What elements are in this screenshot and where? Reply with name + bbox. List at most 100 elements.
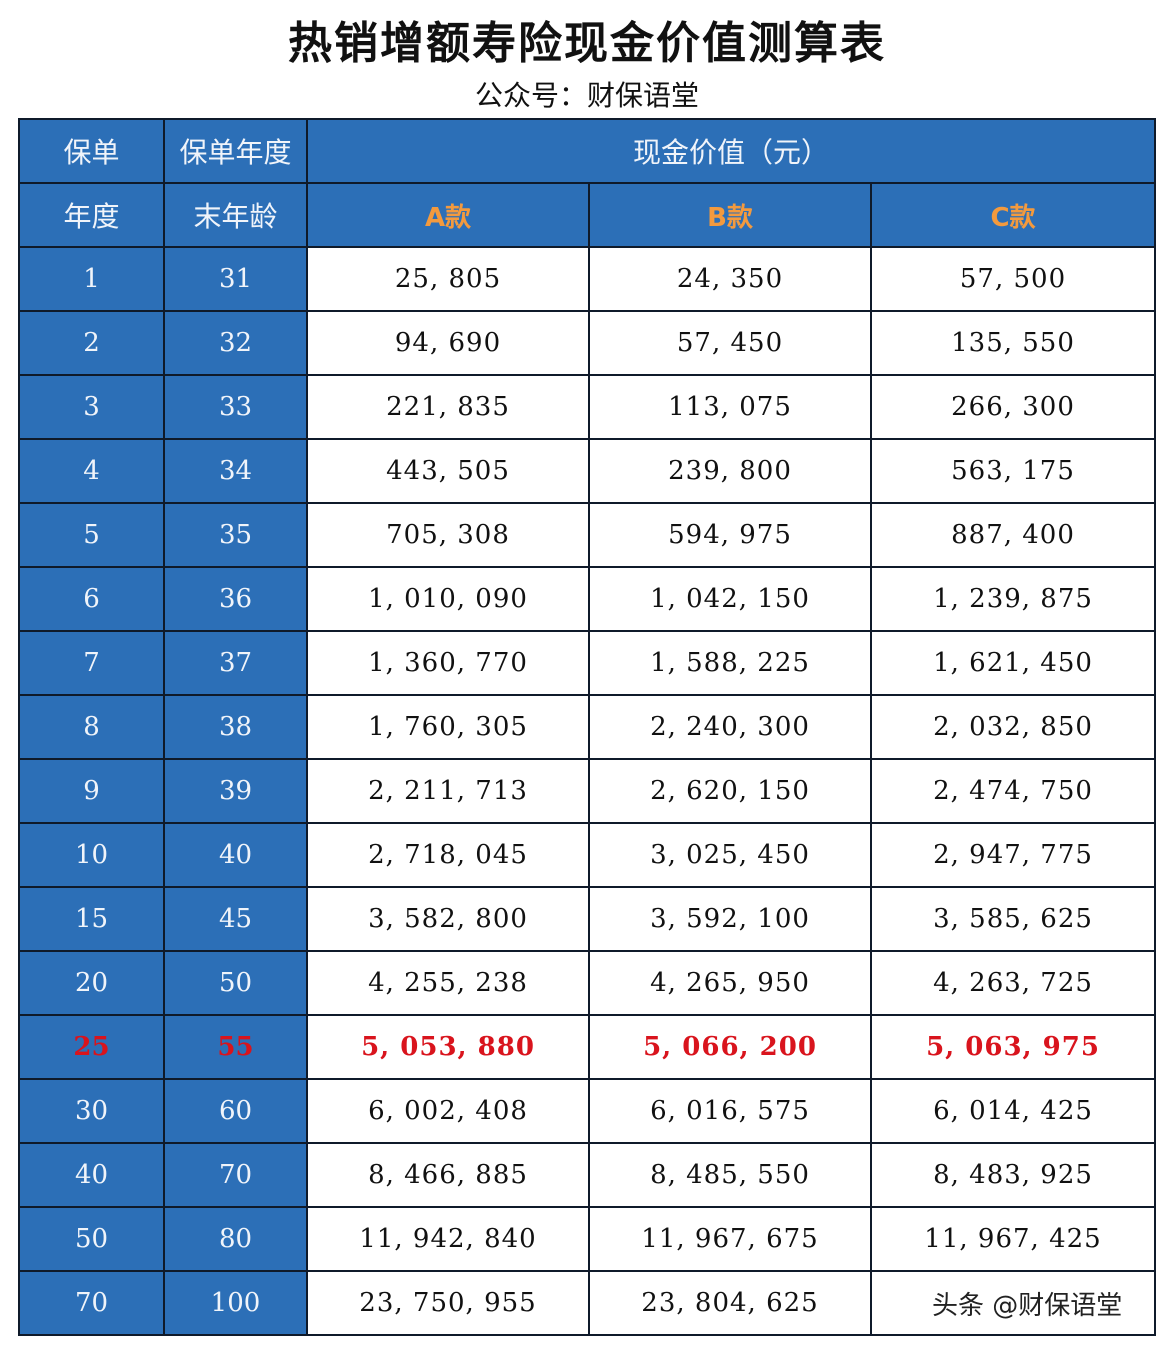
plan-b-value-cell: 23, 804, 625 [588, 1270, 872, 1336]
plan-c-value-cell: 266, 300 [869, 374, 1157, 440]
policy-year-cell: 1 [18, 246, 165, 312]
plan-b-value-cell: 8, 485, 550 [588, 1142, 872, 1208]
plan-b-value-cell: 24, 350 [588, 246, 872, 312]
plan-b-value-cell: 4, 265, 950 [588, 950, 872, 1016]
table-row: 25 55 5, 053, 880 5, 066, 200 5, 063, 975 [18, 1014, 1157, 1080]
plan-a-value-cell: 221, 835 [306, 374, 590, 440]
end-age-cell: 39 [163, 758, 308, 824]
table-row: 9 39 2, 211, 713 2, 620, 150 2, 474, 750 [18, 758, 1157, 824]
policy-year-cell: 15 [18, 886, 165, 952]
policy-year-cell: 9 [18, 758, 165, 824]
plan-b-value-cell: 11, 967, 675 [588, 1206, 872, 1272]
plan-c-value-cell: 135, 550 [869, 310, 1157, 376]
table-row: 2 32 94, 690 57, 450 135, 550 [18, 310, 1157, 376]
plan-c-value-cell: 6, 014, 425 [869, 1078, 1157, 1144]
table-row: 3 33 221, 835 113, 075 266, 300 [18, 374, 1157, 440]
table-row: 15 45 3, 582, 800 3, 592, 100 3, 585, 625 [18, 886, 1157, 952]
plan-b-value-cell: 2, 240, 300 [588, 694, 872, 760]
end-age-cell: 60 [163, 1078, 308, 1144]
header-cash-value-group: 现金价值（元） [305, 118, 1157, 184]
plan-a-value-cell: 443, 505 [306, 438, 590, 504]
end-age-cell: 38 [163, 694, 308, 760]
plan-a-value-cell: 23, 750, 955 [306, 1270, 590, 1336]
plan-a-value-cell: 2, 718, 045 [306, 822, 590, 888]
policy-year-cell: 50 [18, 1206, 165, 1272]
end-age-cell: 31 [163, 246, 308, 312]
end-age-cell: 35 [163, 502, 308, 568]
end-age-cell: 32 [163, 310, 308, 376]
plan-c-value-cell [869, 1270, 1157, 1336]
header-policy-year-cont: 年度 [18, 182, 165, 248]
table-row: 20 50 4, 255, 238 4, 265, 950 4, 263, 725 [18, 950, 1157, 1016]
plan-c-value-cell: 563, 175 [869, 438, 1157, 504]
header-plan-a: A款 [306, 182, 590, 248]
plan-c-value-cell: 887, 400 [869, 502, 1157, 568]
plan-b-value-cell: 2, 620, 150 [588, 758, 872, 824]
table-row: 4 34 443, 505 239, 800 563, 175 [18, 438, 1157, 504]
table-row: 6 36 1, 010, 090 1, 042, 150 1, 239, 875 [18, 566, 1157, 632]
plan-c-value-cell: 11, 967, 425 [869, 1206, 1157, 1272]
end-age-cell: 50 [163, 950, 308, 1016]
plan-c-value-cell: 4, 263, 725 [869, 950, 1157, 1016]
table-row: 50 80 11, 942, 840 11, 967, 675 11, 967, 425 [18, 1206, 1157, 1272]
header-row-1: 保单 保单年度 现金价值（元） [18, 118, 1157, 184]
page-title: 热销增额寿险现金价值测算表 [288, 18, 886, 69]
plan-b-value-cell: 3, 025, 450 [588, 822, 872, 888]
policy-year-cell: 4 [18, 438, 165, 504]
plan-b-value-cell: 6, 016, 575 [588, 1078, 872, 1144]
watermark: 头条 @财保语堂 [932, 1291, 1123, 1321]
end-age-cell: 33 [163, 374, 308, 440]
cash-value-table: 保单 保单年度 现金价值（元） 年度 末年龄 A款 B款 C款 1 31 25, 8… [18, 118, 1157, 1336]
plan-c-value-cell: 1, 239, 875 [869, 566, 1157, 632]
table-row: 7 37 1, 360, 770 1, 588, 225 1, 621, 450 [18, 630, 1157, 696]
header-end-age: 保单年度 [163, 118, 308, 184]
plan-a-value-cell: 2, 211, 713 [306, 758, 590, 824]
policy-year-cell: 30 [18, 1078, 165, 1144]
end-age-cell: 45 [163, 886, 308, 952]
header-plan-c: C款 [869, 182, 1157, 248]
plan-a-value-cell: 11, 942, 840 [306, 1206, 590, 1272]
header-plan-b: B款 [588, 182, 872, 248]
header-policy-year-line1: 保单 [63, 136, 120, 169]
policy-year-cell: 5 [18, 502, 165, 568]
table-row: 10 40 2, 718, 045 3, 025, 450 2, 947, 775 [18, 822, 1157, 888]
plan-c-value-cell: 8, 483, 925 [869, 1142, 1157, 1208]
plan-b-value-cell: 594, 975 [588, 502, 872, 568]
policy-year-cell: 7 [18, 630, 165, 696]
header-end-age-line1: 保单年度 [179, 136, 292, 169]
page-subtitle: 公众号：财保语堂 [474, 79, 699, 112]
plan-b-value-cell: 57, 450 [588, 310, 872, 376]
policy-year-cell: 3 [18, 374, 165, 440]
end-age-cell: 37 [163, 630, 308, 696]
plan-b-value-cell: 3, 592, 100 [588, 886, 872, 952]
table-row: 40 70 8, 466, 885 8, 485, 550 8, 483, 925 [18, 1142, 1157, 1208]
plan-a-value-cell: 1, 360, 770 [306, 630, 590, 696]
plan-a-value-cell: 705, 308 [306, 502, 590, 568]
plan-a-value-cell: 6, 002, 408 [306, 1078, 590, 1144]
plan-c-value-cell: 3, 585, 625 [869, 886, 1157, 952]
header-end-age-cont: 末年龄 [163, 182, 308, 248]
plan-a-value-cell: 25, 805 [306, 246, 590, 312]
plan-a-value-cell: 5, 053, 880 [306, 1014, 590, 1080]
end-age-cell: 34 [163, 438, 308, 504]
end-age-cell: 55 [163, 1014, 308, 1080]
end-age-cell: 80 [163, 1206, 308, 1272]
table-row: 30 60 6, 002, 408 6, 016, 575 6, 014, 425 [18, 1078, 1157, 1144]
table-row: 70 100 23, 750, 955 23, 804, 625 [18, 1270, 1157, 1336]
header-row-2: 年度 末年龄 A款 B款 C款 [18, 182, 1157, 248]
table-row: 8 38 1, 760, 305 2, 240, 300 2, 032, 850 [18, 694, 1157, 760]
policy-year-cell: 10 [18, 822, 165, 888]
plan-c-value-cell: 1, 621, 450 [869, 630, 1157, 696]
policy-year-cell: 6 [18, 566, 165, 632]
plan-c-value-cell: 57, 500 [869, 246, 1157, 312]
policy-year-cell: 40 [18, 1142, 165, 1208]
plan-c-value-cell: 5, 063, 975 [869, 1014, 1157, 1080]
plan-a-value-cell: 94, 690 [306, 310, 590, 376]
plan-a-value-cell: 1, 010, 090 [306, 566, 590, 632]
plan-a-value-cell: 4, 255, 238 [306, 950, 590, 1016]
policy-year-cell: 2 [18, 310, 165, 376]
plan-b-value-cell: 1, 042, 150 [588, 566, 872, 632]
plan-b-value-cell: 113, 075 [588, 374, 872, 440]
end-age-cell: 70 [163, 1142, 308, 1208]
policy-year-cell: 8 [18, 694, 165, 760]
